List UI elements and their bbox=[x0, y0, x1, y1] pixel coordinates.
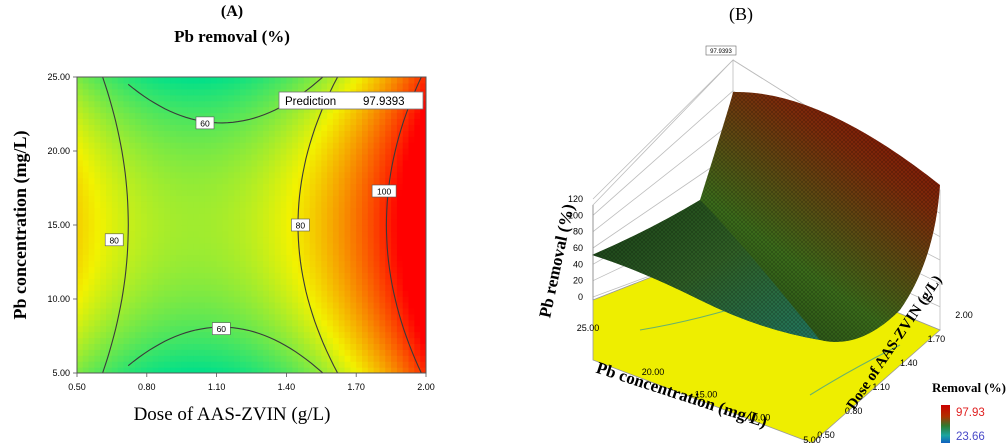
legend-colorbar bbox=[941, 405, 950, 443]
top-value-box bbox=[705, 45, 737, 56]
axis2-tick-label: 0.80 bbox=[845, 406, 863, 416]
color-legend: Removal (%) 97.93 23.66 bbox=[932, 380, 1006, 443]
contour-label-60: 60 bbox=[195, 116, 215, 130]
svg-text:60: 60 bbox=[217, 324, 227, 334]
svg-text:100: 100 bbox=[377, 187, 391, 197]
axis2-tick-label: 1.10 bbox=[872, 382, 890, 392]
contour-100 bbox=[385, 77, 422, 373]
x-tick-label: 1.70 bbox=[347, 382, 365, 392]
contour-label-80: 80 bbox=[291, 218, 310, 232]
axis2-tick-label: 0.50 bbox=[817, 430, 835, 440]
panel-a-tag: (A) bbox=[221, 3, 243, 20]
prediction-label: Prediction bbox=[285, 96, 336, 108]
legend-title: Removal (%) bbox=[932, 380, 1006, 395]
chart-a-title: Pb removal (%) bbox=[174, 27, 290, 46]
z-tick-label: 40 bbox=[573, 259, 583, 269]
x-tick-label: 1.10 bbox=[208, 382, 226, 392]
contour-label-80: 80 bbox=[104, 233, 124, 247]
x-tick-label: 2.00 bbox=[417, 382, 435, 392]
axis2-tick-label: 2.00 bbox=[955, 310, 973, 320]
axis1-tick-label: 5.00 bbox=[803, 435, 821, 443]
svg-text:80: 80 bbox=[296, 221, 306, 231]
x-tick-label: 0.50 bbox=[68, 382, 86, 392]
z-tick-label: 60 bbox=[573, 243, 583, 253]
panel-b-tag: (B) bbox=[729, 4, 753, 25]
panel-a: (A) Pb removal (%) 60 60 80 80 100 Predictio… bbox=[0, 0, 480, 443]
z-tick-label: 20 bbox=[573, 276, 583, 286]
axis2-tick-label: 1.70 bbox=[928, 334, 946, 344]
z-tick-label: 0 bbox=[578, 292, 583, 302]
surface-plot: (B) 0 20 40 60 80 100 120 25.00 20.00 15.00 10.00… bbox=[535, 4, 1006, 445]
x-axis-label: Dose of AAS-ZVIN (g/L) bbox=[134, 404, 331, 425]
svg-text:60: 60 bbox=[200, 118, 210, 128]
y-tick-label: 15.00 bbox=[47, 220, 70, 230]
response-surface bbox=[592, 91, 940, 342]
axis1-tick-label: 15.00 bbox=[695, 390, 718, 400]
panel-b: (B) 0 20 40 60 80 100 120 25.00 20.00 15.00 10.00… bbox=[480, 0, 1008, 445]
y-tick-label: 5.00 bbox=[52, 368, 70, 378]
z-tick-label: 80 bbox=[573, 227, 583, 237]
y-tick-label: 25.00 bbox=[47, 72, 70, 82]
axis1-tick-label: 25.00 bbox=[577, 323, 600, 333]
y-tick-label: 20.00 bbox=[47, 146, 70, 156]
y-axis-label: Pb concentration (mg/L) bbox=[10, 131, 31, 320]
z-tick-label: 120 bbox=[568, 194, 583, 204]
contour-label-100: 100 bbox=[371, 184, 397, 198]
top-value-label: 97.9393 bbox=[710, 49, 732, 55]
x-tick-label: 0.80 bbox=[138, 382, 156, 392]
prediction-value: 97.9393 bbox=[363, 96, 405, 108]
z-axis-label: Pb removal (%) bbox=[535, 202, 578, 319]
legend-max: 97.93 bbox=[956, 407, 985, 419]
z-tick-label: 100 bbox=[568, 210, 583, 220]
contour-label-60: 60 bbox=[212, 322, 231, 335]
y-tick-label: 10.00 bbox=[47, 294, 70, 304]
legend-min: 23.66 bbox=[956, 431, 985, 443]
contour-plot: (A) Pb removal (%) 60 60 80 80 100 Predictio… bbox=[10, 3, 435, 425]
axis1-tick-label: 10.00 bbox=[748, 412, 771, 422]
axis2-tick-label: 1.40 bbox=[900, 358, 918, 368]
svg-text:80: 80 bbox=[109, 235, 119, 245]
prediction-box: Prediction 97.9393 bbox=[278, 91, 424, 110]
contour-60-bottom bbox=[127, 326, 324, 373]
contour-field bbox=[77, 77, 426, 373]
x-tick-label: 1.40 bbox=[278, 382, 296, 392]
axis1-tick-label: 20.00 bbox=[642, 367, 665, 377]
floor-contour bbox=[809, 344, 901, 396]
contour-80-left bbox=[102, 77, 129, 373]
